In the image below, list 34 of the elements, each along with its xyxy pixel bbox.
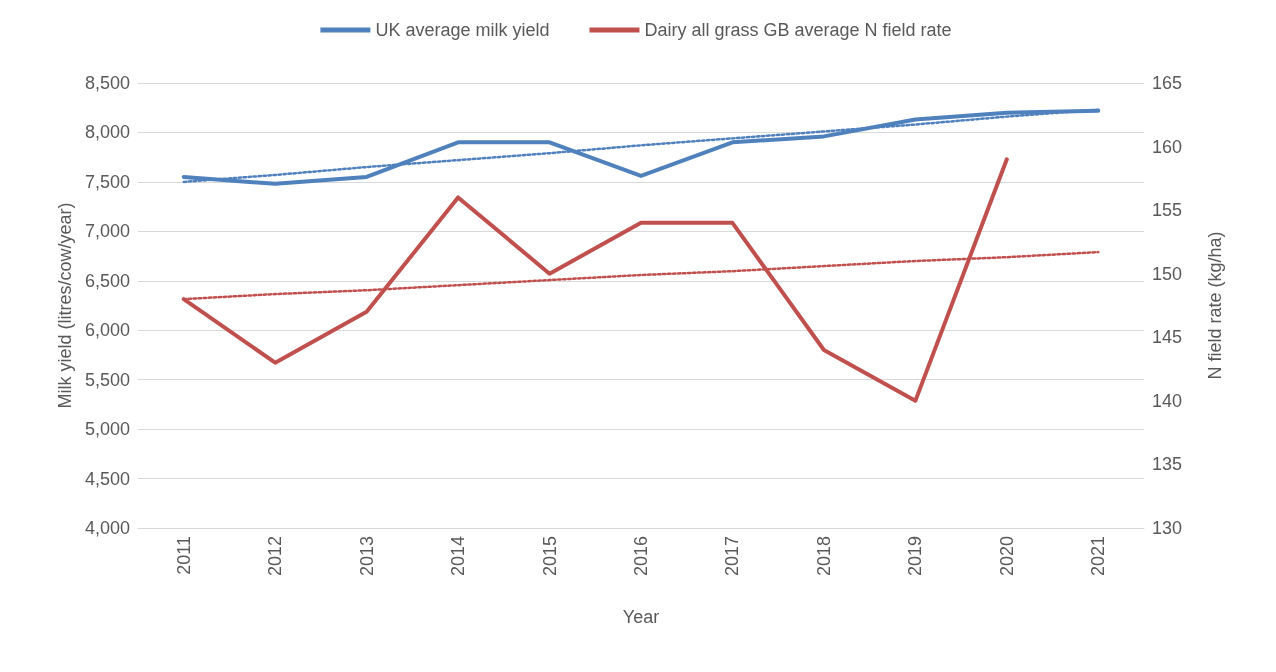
- y2-tick-label: 160: [1152, 136, 1183, 157]
- y2-tick-label: 140: [1152, 390, 1183, 411]
- x-tick-label: 2021: [1088, 536, 1109, 577]
- y2-tick-label: 165: [1152, 73, 1183, 93]
- x-tick-label: 2015: [539, 536, 560, 577]
- y2-tick-label: 135: [1152, 454, 1183, 475]
- x-tick-label: 2020: [996, 536, 1017, 577]
- x-tick-label: 2019: [905, 536, 926, 577]
- x-tick-label: 2017: [722, 536, 743, 577]
- y2-tick-label: 145: [1152, 327, 1183, 348]
- y-tick-label: 4,500: [84, 468, 130, 489]
- y-tick-label: 4,000: [84, 518, 130, 538]
- x-tick-label: 2018: [813, 536, 834, 577]
- y2-tick-label: 150: [1152, 263, 1183, 284]
- y-tick-label: 5,500: [84, 369, 130, 390]
- y-tick-label: 6,000: [84, 320, 130, 341]
- legend-label: UK average milk yield: [375, 20, 550, 40]
- y2-axis-title: N field rate (kg/ha): [1205, 231, 1225, 380]
- x-tick-label: 2016: [631, 536, 651, 577]
- x-tick-label: 2013: [356, 536, 377, 577]
- y-axis-title: Milk yield (litres/cow/year): [55, 202, 76, 409]
- y-tick-label: 8,500: [84, 73, 130, 93]
- y-tick-label: 7,500: [84, 171, 130, 192]
- y-tick-label: 5,000: [84, 419, 130, 440]
- x-tick-label: 2012: [265, 536, 286, 577]
- y-tick-label: 7,000: [84, 221, 130, 242]
- x-tick-label: 2011: [173, 536, 194, 575]
- y2-tick-label: 155: [1152, 200, 1183, 221]
- x-axis-title: Year: [622, 607, 660, 627]
- x-tick-label: 2014: [448, 536, 469, 577]
- y-tick-label: 6,500: [84, 270, 130, 291]
- legend-label: Dairy all grass GB average N field rate: [644, 20, 952, 40]
- y2-tick-label: 130: [1152, 518, 1183, 538]
- y-tick-label: 8,000: [84, 122, 130, 143]
